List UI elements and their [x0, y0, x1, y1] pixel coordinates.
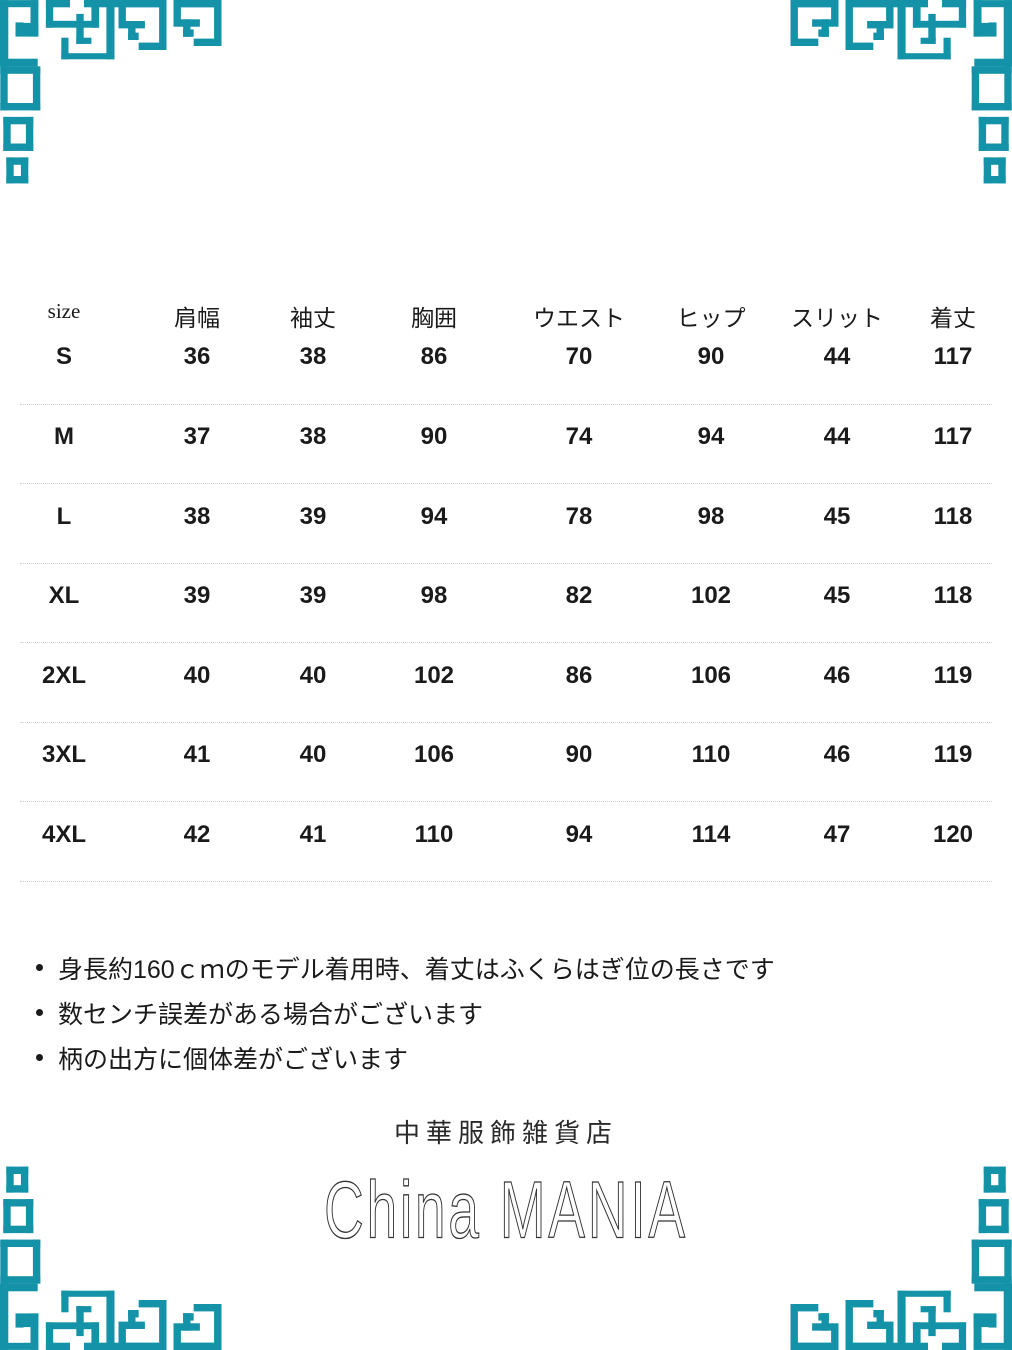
svg-text:China MANIA: China MANIA [324, 1165, 688, 1252]
